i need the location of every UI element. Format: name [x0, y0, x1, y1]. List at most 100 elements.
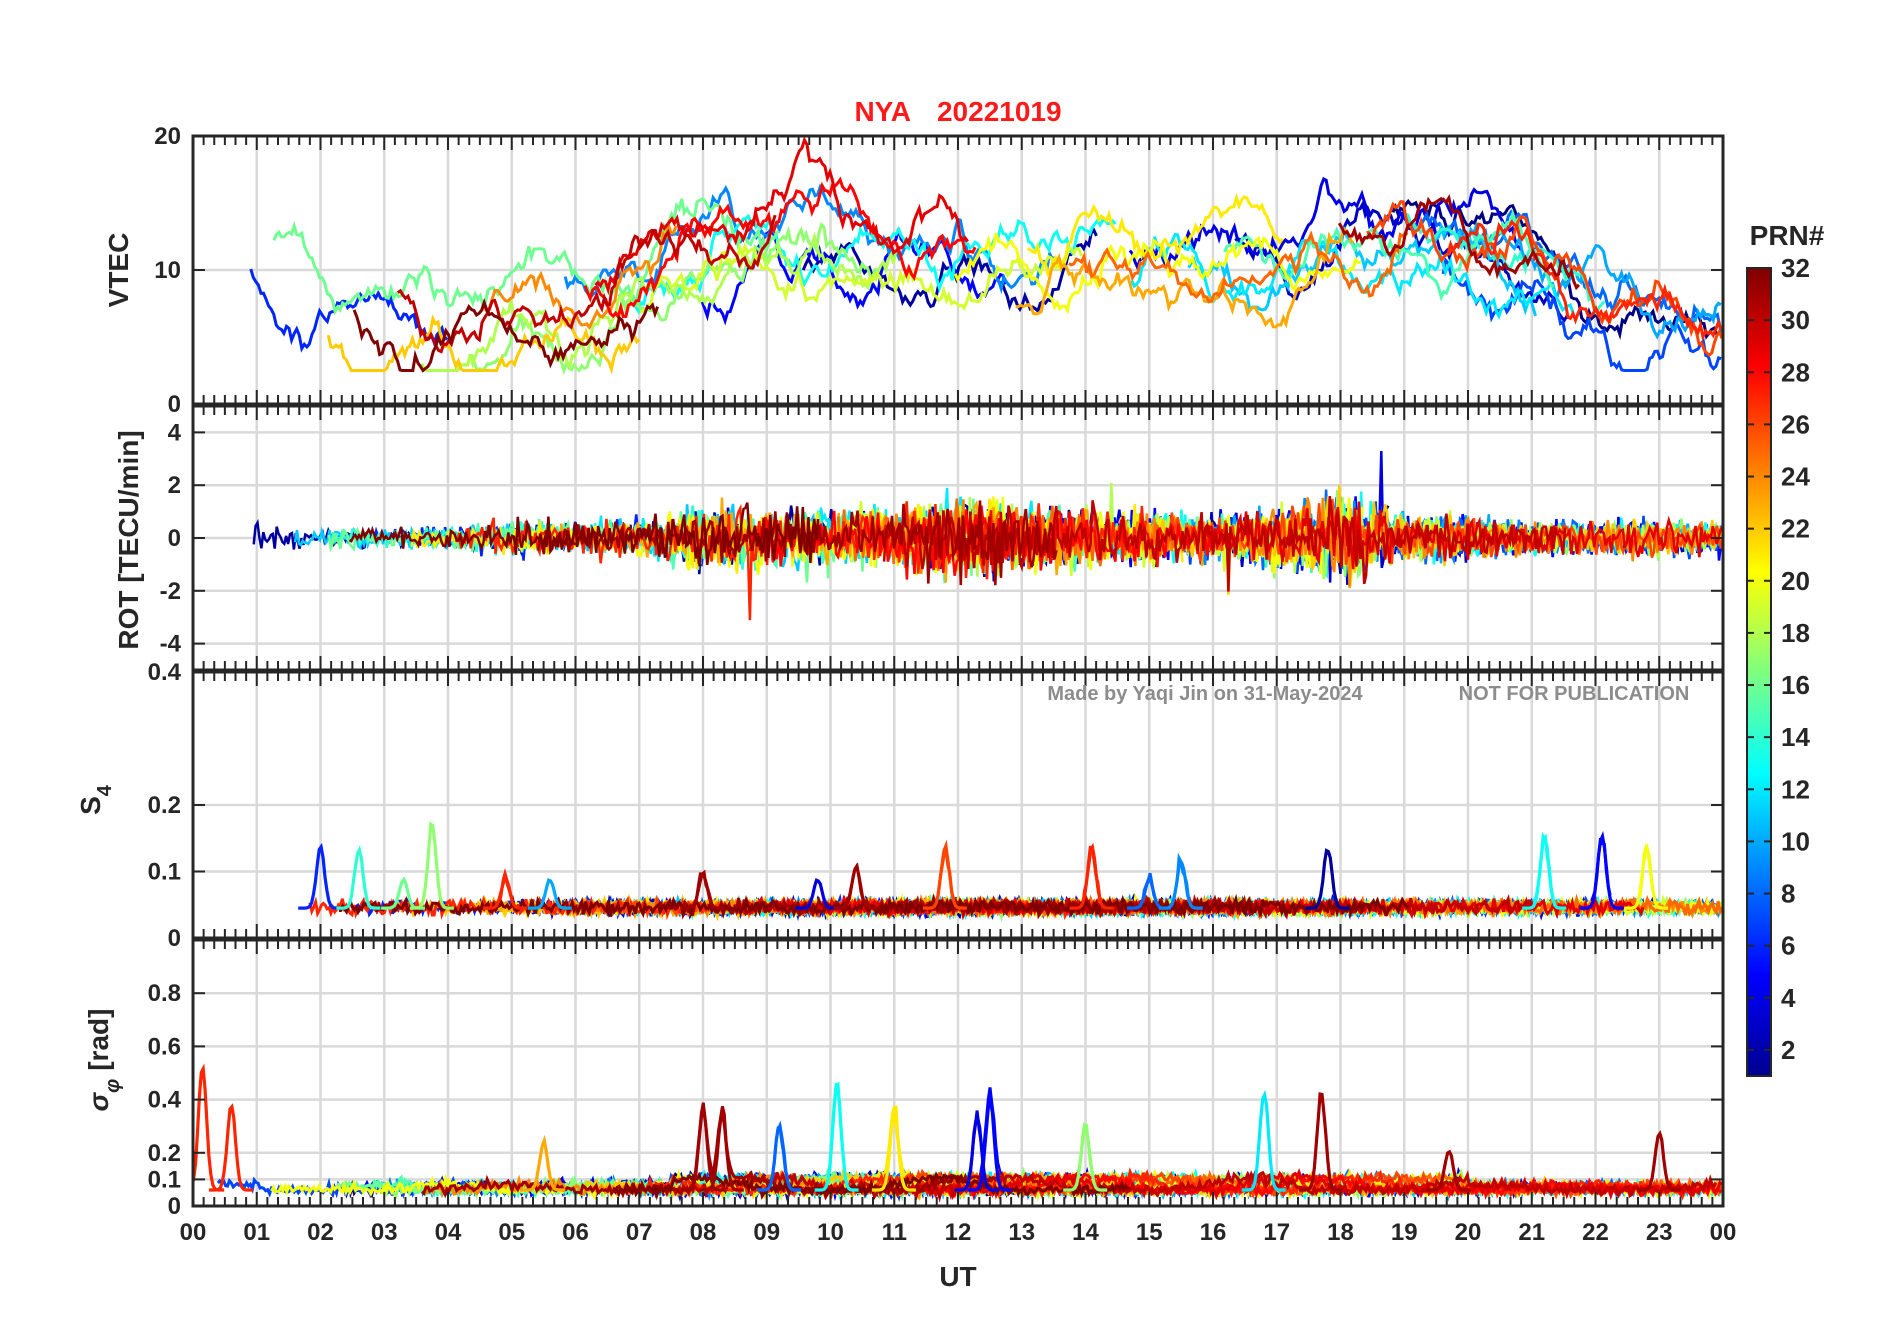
x-tick-label: 08 — [690, 1219, 717, 1246]
s4-peak-10 — [1069, 842, 1114, 910]
sigma_phi-peak-11 — [1241, 1089, 1286, 1192]
colorbar-tick-label: 26 — [1781, 409, 1810, 439]
vtec-series-prn-27 — [1446, 219, 1723, 342]
x-tick-label: 00 — [1710, 1219, 1737, 1246]
sigma_phi-series-prn-32 — [612, 1170, 1130, 1201]
x-tick-label: 17 — [1263, 1219, 1290, 1246]
s4-ytick-label: 0.2 — [148, 792, 181, 819]
sigma_phi-peak-13 — [1426, 1149, 1471, 1192]
colorbar-tick-label: 8 — [1781, 879, 1795, 909]
rot-ticks — [192, 406, 1724, 670]
colorbar-tick-label: 32 — [1781, 253, 1810, 283]
vtec-series-prn-17 — [469, 222, 878, 376]
x-tick-label: 11 — [882, 1219, 907, 1246]
sigma_phi-peak-12 — [1299, 1092, 1344, 1192]
vtec-series-prn-32 — [352, 297, 660, 373]
colorbar-tick-label: 4 — [1781, 983, 1796, 1013]
sigma_phi-peak-5 — [757, 1124, 802, 1192]
s4-peak-0 — [298, 842, 343, 910]
colorbar-tick-label: 14 — [1781, 722, 1810, 752]
vtec-series-prn-13 — [617, 213, 1117, 315]
rot-series-prn-28 — [748, 504, 1224, 580]
x-tick-label: 13 — [1008, 1219, 1035, 1246]
title-station: NYA — [854, 96, 911, 127]
vtec-series-prn-22 — [326, 313, 641, 375]
vtec-series-prn-23 — [1015, 227, 1354, 329]
x-tick-label: 00 — [180, 1219, 207, 1246]
rot-ytick-label: 4 — [168, 419, 182, 446]
vtec-y-axis-label: VTEC — [103, 233, 134, 308]
sigma_phi-ytick-label: 0.1 — [148, 1166, 181, 1193]
sigma_phi-peak-14 — [1636, 1130, 1681, 1192]
watermark-author: Made by Yaqi Jin on 31-May-2024 — [1047, 683, 1363, 705]
vtec-series-prn-16 — [272, 197, 780, 316]
x-tick-label: 16 — [1200, 1219, 1227, 1246]
rot-series-prn-14 — [328, 505, 758, 570]
s4-peak-15 — [1579, 830, 1624, 910]
sigma_phi-ytick-label: 0.8 — [148, 980, 181, 1007]
sigma_phi-ticks — [192, 940, 1724, 1207]
colorbar-label: PRN# — [1750, 220, 1825, 251]
sigma_phi-peak-6 — [814, 1083, 859, 1192]
chart-title: NYA 20221019 — [854, 96, 1061, 127]
s4-ytick-label: 0.1 — [148, 859, 181, 886]
colorbar-gradient — [1746, 267, 1772, 1077]
sigma_phi-peak-1 — [208, 1103, 253, 1192]
s4-peak-5 — [527, 878, 572, 910]
rot-y-axis-label: ROT [TECU/min] — [113, 430, 144, 649]
rot-ytick-label: 2 — [168, 472, 181, 499]
colorbar-tick-label: 12 — [1781, 774, 1810, 804]
x-tick-label: 06 — [562, 1219, 589, 1246]
sigma_phi-traces — [193, 1063, 1723, 1203]
vtec-series-prn-25 — [1068, 230, 1409, 304]
x-tick-label: 09 — [753, 1219, 780, 1246]
colorbar-tick-label: 6 — [1781, 931, 1795, 961]
x-tick-label: 23 — [1646, 1219, 1673, 1246]
x-tick-label: 19 — [1391, 1219, 1418, 1246]
panel-s4: 0 0.1 0.2 0.4 S4 — [75, 659, 1725, 952]
colorbar-tick-label: 2 — [1781, 1035, 1795, 1065]
vtec-series-prn-31 — [1337, 194, 1581, 291]
s4-peak-14 — [1522, 831, 1567, 910]
s4-traces — [298, 821, 1723, 923]
vtec-series-prn-21 — [1026, 192, 1284, 278]
x-tick-label: 02 — [307, 1219, 334, 1246]
vtec-ytick-label: 20 — [154, 123, 181, 150]
s4-peak-3 — [409, 821, 454, 910]
panel-rot: -4 -2 0 2 4 ROT [TECU/min] — [113, 404, 1725, 672]
rot-ytick-label: -2 — [160, 578, 181, 605]
s4-y-axis-label: S4 — [75, 784, 116, 815]
sigma_phi-ytick-label: 0.2 — [148, 1140, 181, 1167]
colorbar-tick-label: 16 — [1781, 670, 1810, 700]
sigma_phi-peak-2 — [521, 1134, 566, 1192]
s4-peak-8 — [833, 862, 878, 910]
sigma_phi-peak-8 — [954, 1114, 999, 1192]
vtec-traces — [249, 136, 1723, 376]
colorbar-tick-label: 22 — [1781, 514, 1810, 544]
x-tick-label: 04 — [435, 1219, 462, 1246]
s4-peak-13 — [1305, 848, 1350, 910]
s4-peak-12 — [1158, 856, 1203, 910]
x-tick-label: 18 — [1327, 1219, 1354, 1246]
x-tick-label: 03 — [371, 1219, 398, 1246]
s4-ytick-label: 0.4 — [148, 659, 182, 686]
colorbar-tick-label: 20 — [1781, 566, 1810, 596]
rot-ytick-label: 0 — [168, 525, 181, 552]
sigma_phi-peak-4 — [699, 1109, 744, 1192]
x-tick-labels: 00 01 02 03 04 05 06 07 08 09 10 11 12 13 14 15 16 17 18 19… — [180, 1219, 1737, 1246]
s4-grid — [193, 672, 1723, 938]
sigma_phi-peak-10 — [1063, 1125, 1108, 1192]
s4-peak-1 — [336, 845, 381, 910]
x-tick-label: 01 — [243, 1219, 270, 1246]
colorbar-tick-label: 18 — [1781, 618, 1810, 648]
s4-ticks — [192, 671, 1724, 939]
sigma_phi-peak-3 — [680, 1108, 725, 1192]
rot-ytick-label: -4 — [160, 631, 182, 658]
vtec-series-prn-12 — [1130, 232, 1575, 320]
watermark-notice: NOT FOR PUBLICATION — [1459, 683, 1690, 705]
vtec-series-prn-19 — [639, 241, 1083, 314]
vtec-series-prn-30 — [396, 214, 777, 354]
